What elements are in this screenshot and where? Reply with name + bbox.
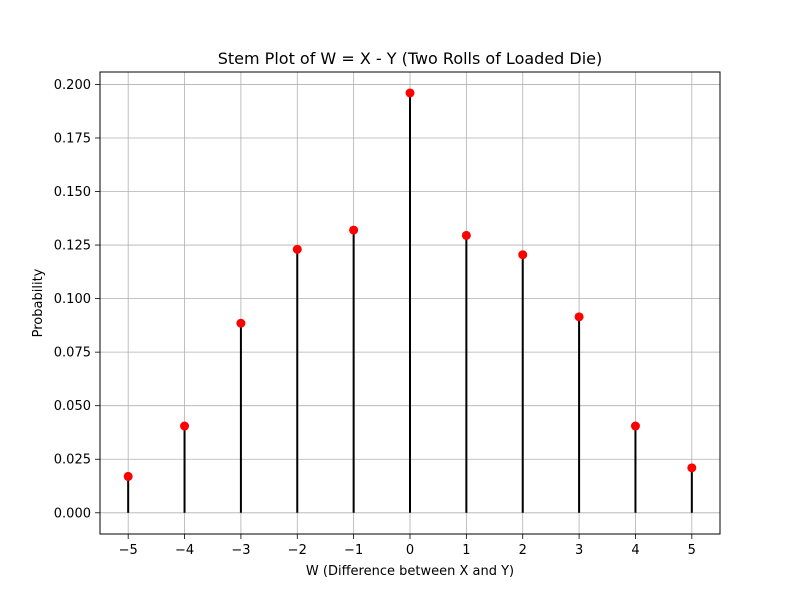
- x-tick-label: 1: [462, 543, 470, 558]
- stem-marker: [461, 230, 471, 240]
- y-tick-label: 0.050: [54, 399, 91, 414]
- y-axis-label: Probability: [31, 268, 46, 337]
- y-tick-label: 0.150: [54, 185, 91, 200]
- y-tick-label: 0.000: [54, 506, 91, 521]
- x-tick-label: 5: [688, 543, 696, 558]
- stem-marker: [236, 318, 246, 328]
- x-ticks: −5 −4 −3 −2 −1 0 1 2 3 4 5: [119, 534, 696, 558]
- x-tick-label: 2: [519, 543, 527, 558]
- markers: [123, 88, 697, 481]
- stem-marker: [405, 88, 415, 98]
- stem-marker: [518, 250, 528, 260]
- y-ticks: 0.000 0.025 0.050 0.075 0.100 0.125 0.150 0.175…: [54, 78, 100, 521]
- stem-marker: [180, 421, 190, 431]
- stem-marker: [292, 244, 302, 254]
- x-tick-label: −2: [288, 543, 307, 558]
- x-tick-label: −5: [119, 543, 138, 558]
- y-tick-label: 0.025: [54, 453, 91, 468]
- x-tick-label: 3: [575, 543, 583, 558]
- x-tick-label: −1: [344, 543, 363, 558]
- x-axis-label: W (Difference between X and Y): [306, 564, 514, 579]
- stem-marker: [687, 463, 697, 473]
- x-tick-label: 4: [631, 543, 639, 558]
- stem-marker: [630, 421, 640, 431]
- stem-marker: [349, 225, 359, 235]
- x-tick-label: −4: [175, 543, 194, 558]
- stems: [127, 92, 693, 513]
- y-tick-label: 0.200: [54, 78, 91, 93]
- y-tick-label: 0.100: [54, 292, 91, 307]
- x-tick-label: 0: [406, 543, 414, 558]
- stem-marker: [574, 312, 584, 322]
- y-tick-label: 0.075: [54, 346, 91, 361]
- y-tick-label: 0.175: [54, 131, 91, 146]
- chart-title: Stem Plot of W = X - Y (Two Rolls of Loa…: [218, 49, 603, 68]
- stem-marker: [123, 471, 133, 481]
- y-tick-label: 0.125: [54, 239, 91, 254]
- x-tick-label: −3: [231, 543, 250, 558]
